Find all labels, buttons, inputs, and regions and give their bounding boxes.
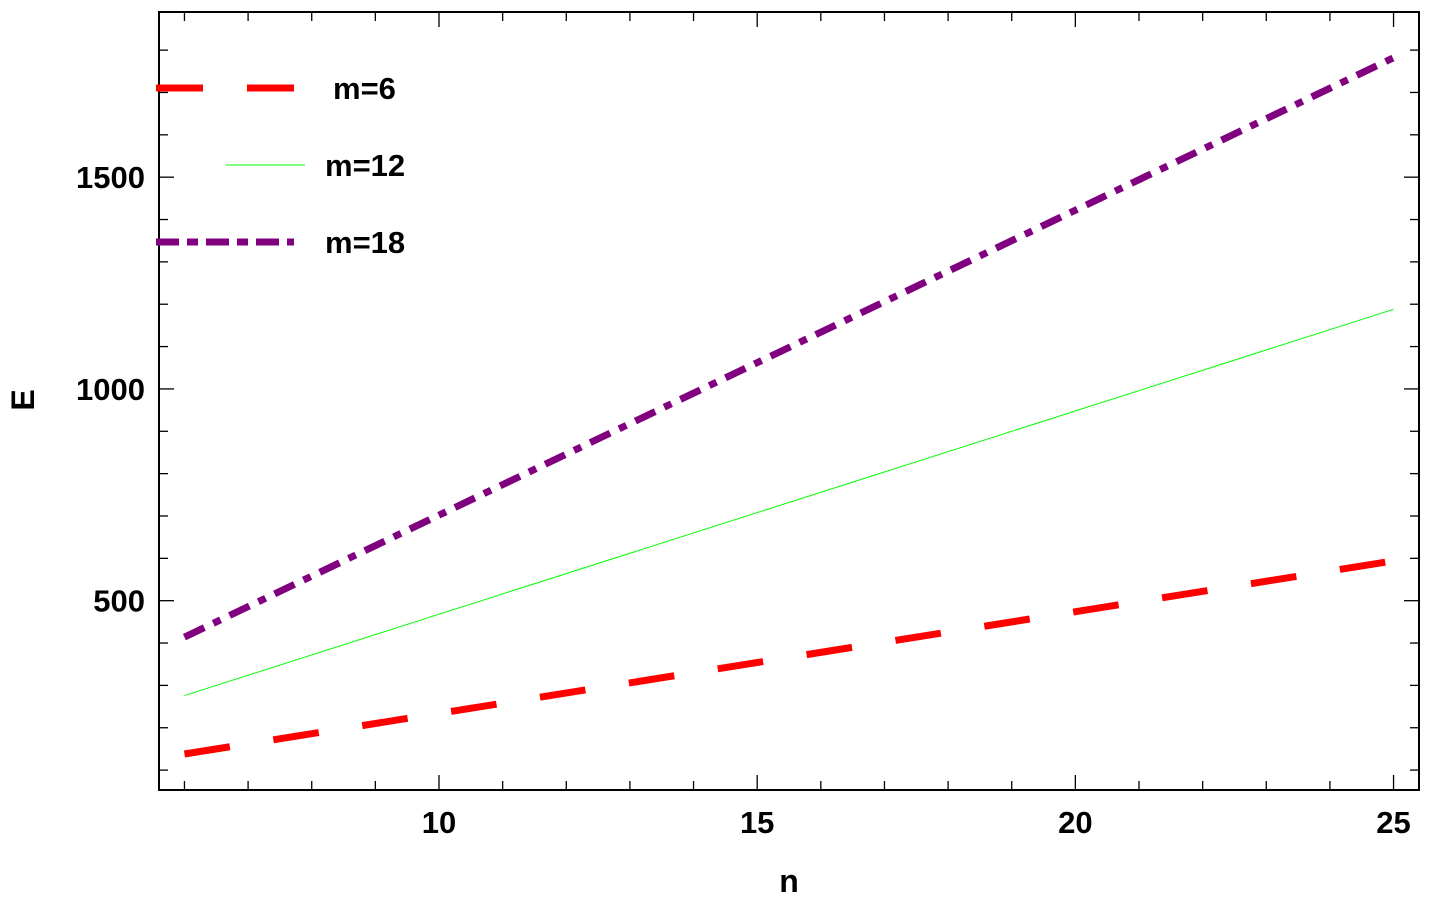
series-line-m-12: [184, 308, 1394, 697]
data-series: [182, 54, 1396, 758]
x-tick-label: 10: [422, 805, 456, 840]
legend-label: m=18: [325, 225, 405, 260]
axis-ticks: 10 15 20 25 500 1000 1500: [76, 12, 1419, 840]
x-tick-label: 20: [1058, 805, 1092, 840]
y-axis-title: E: [5, 389, 41, 410]
y-tick-label: 1000: [76, 372, 145, 407]
x-tick-label: 25: [1376, 805, 1410, 840]
series-line-m-18: [182, 54, 1396, 641]
legend: m=6 m=12 m=18: [156, 71, 405, 260]
x-tick-label: 15: [740, 805, 774, 840]
y-tick-label: 1500: [76, 160, 145, 195]
y-tick-label: 500: [93, 584, 145, 619]
legend-label: m=6: [333, 71, 396, 106]
series-line-m-6: [183, 557, 1395, 758]
plot-frame: [158, 11, 1420, 791]
plot-border: [158, 11, 1420, 791]
x-axis-title: n: [779, 863, 799, 898]
legend-label: m=12: [325, 148, 405, 183]
